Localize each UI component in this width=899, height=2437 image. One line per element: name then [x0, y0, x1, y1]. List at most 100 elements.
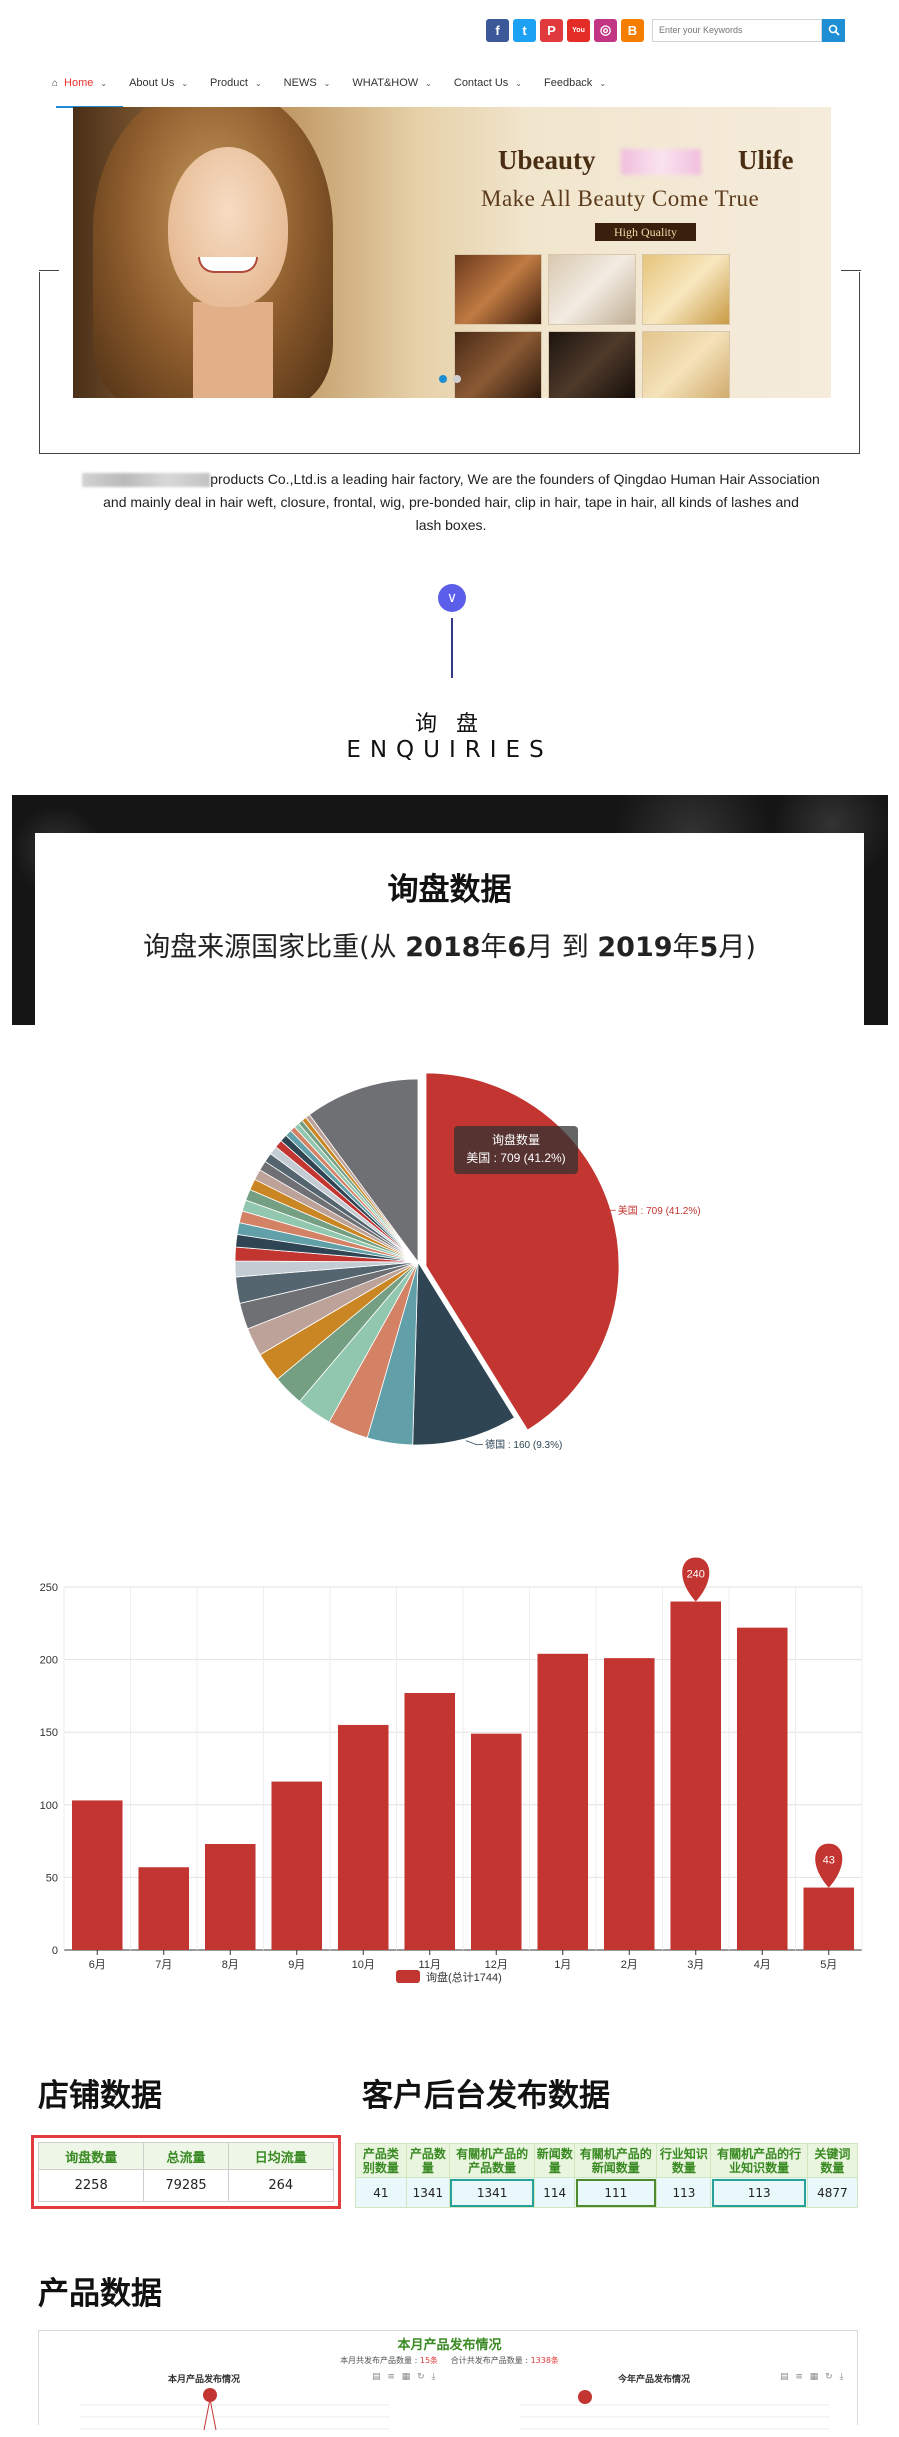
- nav-item-news[interactable]: NEWS ⌄: [284, 72, 331, 94]
- pie-slice[interactable]: [412, 1260, 515, 1446]
- chart-toolbox[interactable]: ▤ ≡ ▦ ↻ ⤓: [372, 2372, 438, 2382]
- divider-line: [451, 618, 453, 678]
- scroll-down-button[interactable]: ∨: [438, 584, 466, 612]
- pie-tooltip: 询盘数量 美国 : 709 (41.2%): [454, 1126, 578, 1174]
- banner-brand-left: Ubeauty: [498, 145, 596, 175]
- subtitle-year-start: 2018: [405, 932, 481, 963]
- bar[interactable]: [736, 1627, 788, 1950]
- tooltip-title: 询盘数量: [491, 1133, 540, 1147]
- chevron-down-icon: ⌄: [599, 78, 607, 88]
- chevron-down-icon: ⌄: [181, 78, 189, 88]
- x-tick-label: 12月: [485, 1959, 508, 1971]
- pie-label: 德国 : 160 (9.3%): [485, 1438, 562, 1451]
- stat-value: 15条: [419, 2356, 439, 2365]
- x-tick-label: 9月: [288, 1959, 305, 1971]
- bar[interactable]: [803, 1887, 855, 1950]
- table-cell: 264: [227, 2169, 335, 2202]
- search-button[interactable]: [822, 18, 845, 42]
- bar[interactable]: [537, 1653, 589, 1950]
- twitter-icon[interactable]: t: [513, 18, 536, 42]
- youtube-icon[interactable]: You: [567, 18, 590, 42]
- subtitle-month-start: 6: [507, 932, 527, 963]
- x-tick-label: 6月: [89, 1959, 106, 1971]
- nav-item-about-us[interactable]: About Us ⌄: [129, 72, 188, 94]
- table-cell: 79285: [143, 2169, 229, 2202]
- table-header: 产品数量: [405, 2143, 450, 2178]
- carousel-dots[interactable]: [439, 375, 461, 383]
- nav-item-home[interactable]: ⌂ Home ⌄: [52, 72, 107, 94]
- product-data-title: 产品数据: [38, 2276, 162, 2312]
- bar[interactable]: [404, 1692, 456, 1950]
- bar[interactable]: [337, 1724, 389, 1950]
- country-pie-chart[interactable]: 法国 : 69 (4.01%)英国 : 62 (3.6%)墨西哥 : 54 (3…: [0, 1060, 899, 1490]
- legend-swatch: [396, 1970, 420, 1983]
- instagram-icon[interactable]: ◎: [594, 18, 617, 42]
- mini-marker: [203, 2388, 217, 2402]
- nav-item-what-how[interactable]: WHAT&HOW ⌄: [352, 72, 432, 94]
- banner-frame-left: [39, 270, 59, 271]
- y-tick-label: 200: [40, 1655, 58, 1667]
- x-tick-label: 11月: [419, 1959, 441, 1971]
- carousel-dot[interactable]: [439, 375, 447, 383]
- facebook-icon[interactable]: f: [486, 18, 509, 42]
- product-photo-weft: [548, 254, 636, 325]
- carousel-dot[interactable]: [453, 375, 461, 383]
- table-header: 总流量: [143, 2142, 229, 2170]
- chevron-down-icon: ∨: [446, 590, 458, 606]
- pie-slice[interactable]: [308, 1078, 419, 1264]
- y-tick-label: 0: [52, 1945, 58, 1957]
- subtitle-text: 年: [672, 932, 700, 963]
- bar[interactable]: [138, 1867, 190, 1950]
- table-header: 有關机产品的新闻数量: [574, 2143, 658, 2178]
- nav-label: About Us: [129, 77, 175, 89]
- banner-frame: [39, 272, 860, 454]
- chevron-down-icon: ⌄: [323, 78, 331, 88]
- pinterest-icon[interactable]: P: [540, 18, 563, 42]
- bar[interactable]: [603, 1658, 655, 1950]
- model-face: [168, 147, 288, 307]
- search-input[interactable]: [652, 18, 822, 42]
- table-cell: 113: [656, 2177, 712, 2208]
- x-tick-label: 4月: [754, 1959, 771, 1971]
- nav-label: Feedback: [544, 77, 593, 89]
- subtitle-text: 月 到: [526, 932, 598, 963]
- x-tick-label: 3月: [687, 1959, 704, 1971]
- intro-line-3: lash boxes.: [415, 517, 487, 533]
- chevron-down-icon: ⌄: [254, 78, 262, 88]
- bar[interactable]: [271, 1781, 323, 1950]
- bar[interactable]: [71, 1800, 123, 1950]
- monthly-enquiry-bar-chart[interactable]: 0 50 100 150 200 250 6月 7月 8月 9月 10月 11月 12月 1月 2月 3月 4月…: [0, 1540, 899, 2000]
- table-cell: 4877: [806, 2177, 859, 2208]
- marker-value: 43: [823, 1855, 835, 1867]
- company-name-blurred: [82, 473, 211, 488]
- product-mini-charts: [80, 2388, 830, 2430]
- subtitle-text: 年: [480, 932, 508, 963]
- bar[interactable]: [670, 1601, 722, 1950]
- banner-frame-right: [841, 270, 861, 271]
- table-header: 关键词数量: [806, 2143, 859, 2178]
- chart-toolbox[interactable]: ▤ ≡ ▦ ↻ ⤓: [780, 2372, 846, 2382]
- banner-tagline: Make All Beauty Come True: [481, 186, 760, 211]
- y-tick-label: 50: [46, 1872, 58, 1884]
- nav-item-feedback[interactable]: Feedback ⌄: [544, 72, 606, 94]
- bar-legend[interactable]: 询盘(总计1744): [396, 1970, 502, 1984]
- marker-pin: [682, 1557, 710, 1602]
- home-icon: ⌂: [52, 77, 59, 89]
- subtitle-text: 询盘来源国家比重(从: [143, 932, 406, 963]
- month-release-subtitle: 本月产品发布情况: [168, 2375, 241, 2385]
- bar[interactable]: [204, 1844, 256, 1950]
- nav-item-contact-us[interactable]: Contact Us ⌄: [454, 72, 522, 94]
- mini-line: [203, 2398, 217, 2430]
- bar[interactable]: [470, 1733, 522, 1950]
- search-icon: [828, 24, 840, 36]
- nav-label: WHAT&HOW: [352, 77, 419, 89]
- model-smile: [198, 257, 258, 273]
- enquiries-title-en: ENQUIRIES: [346, 737, 553, 763]
- hero-banner[interactable]: Ubeauty Ulife Make All Beauty Come True …: [73, 107, 831, 398]
- x-tick-label: 7月: [155, 1959, 172, 1971]
- nav-item-product[interactable]: Product ⌄: [210, 72, 262, 94]
- subtitle-month-end: 5: [699, 932, 719, 963]
- pie-label: 美国 : 709 (41.2%): [618, 1204, 701, 1217]
- x-tick-label: 5月: [820, 1959, 837, 1971]
- blogger-icon[interactable]: B: [621, 18, 644, 42]
